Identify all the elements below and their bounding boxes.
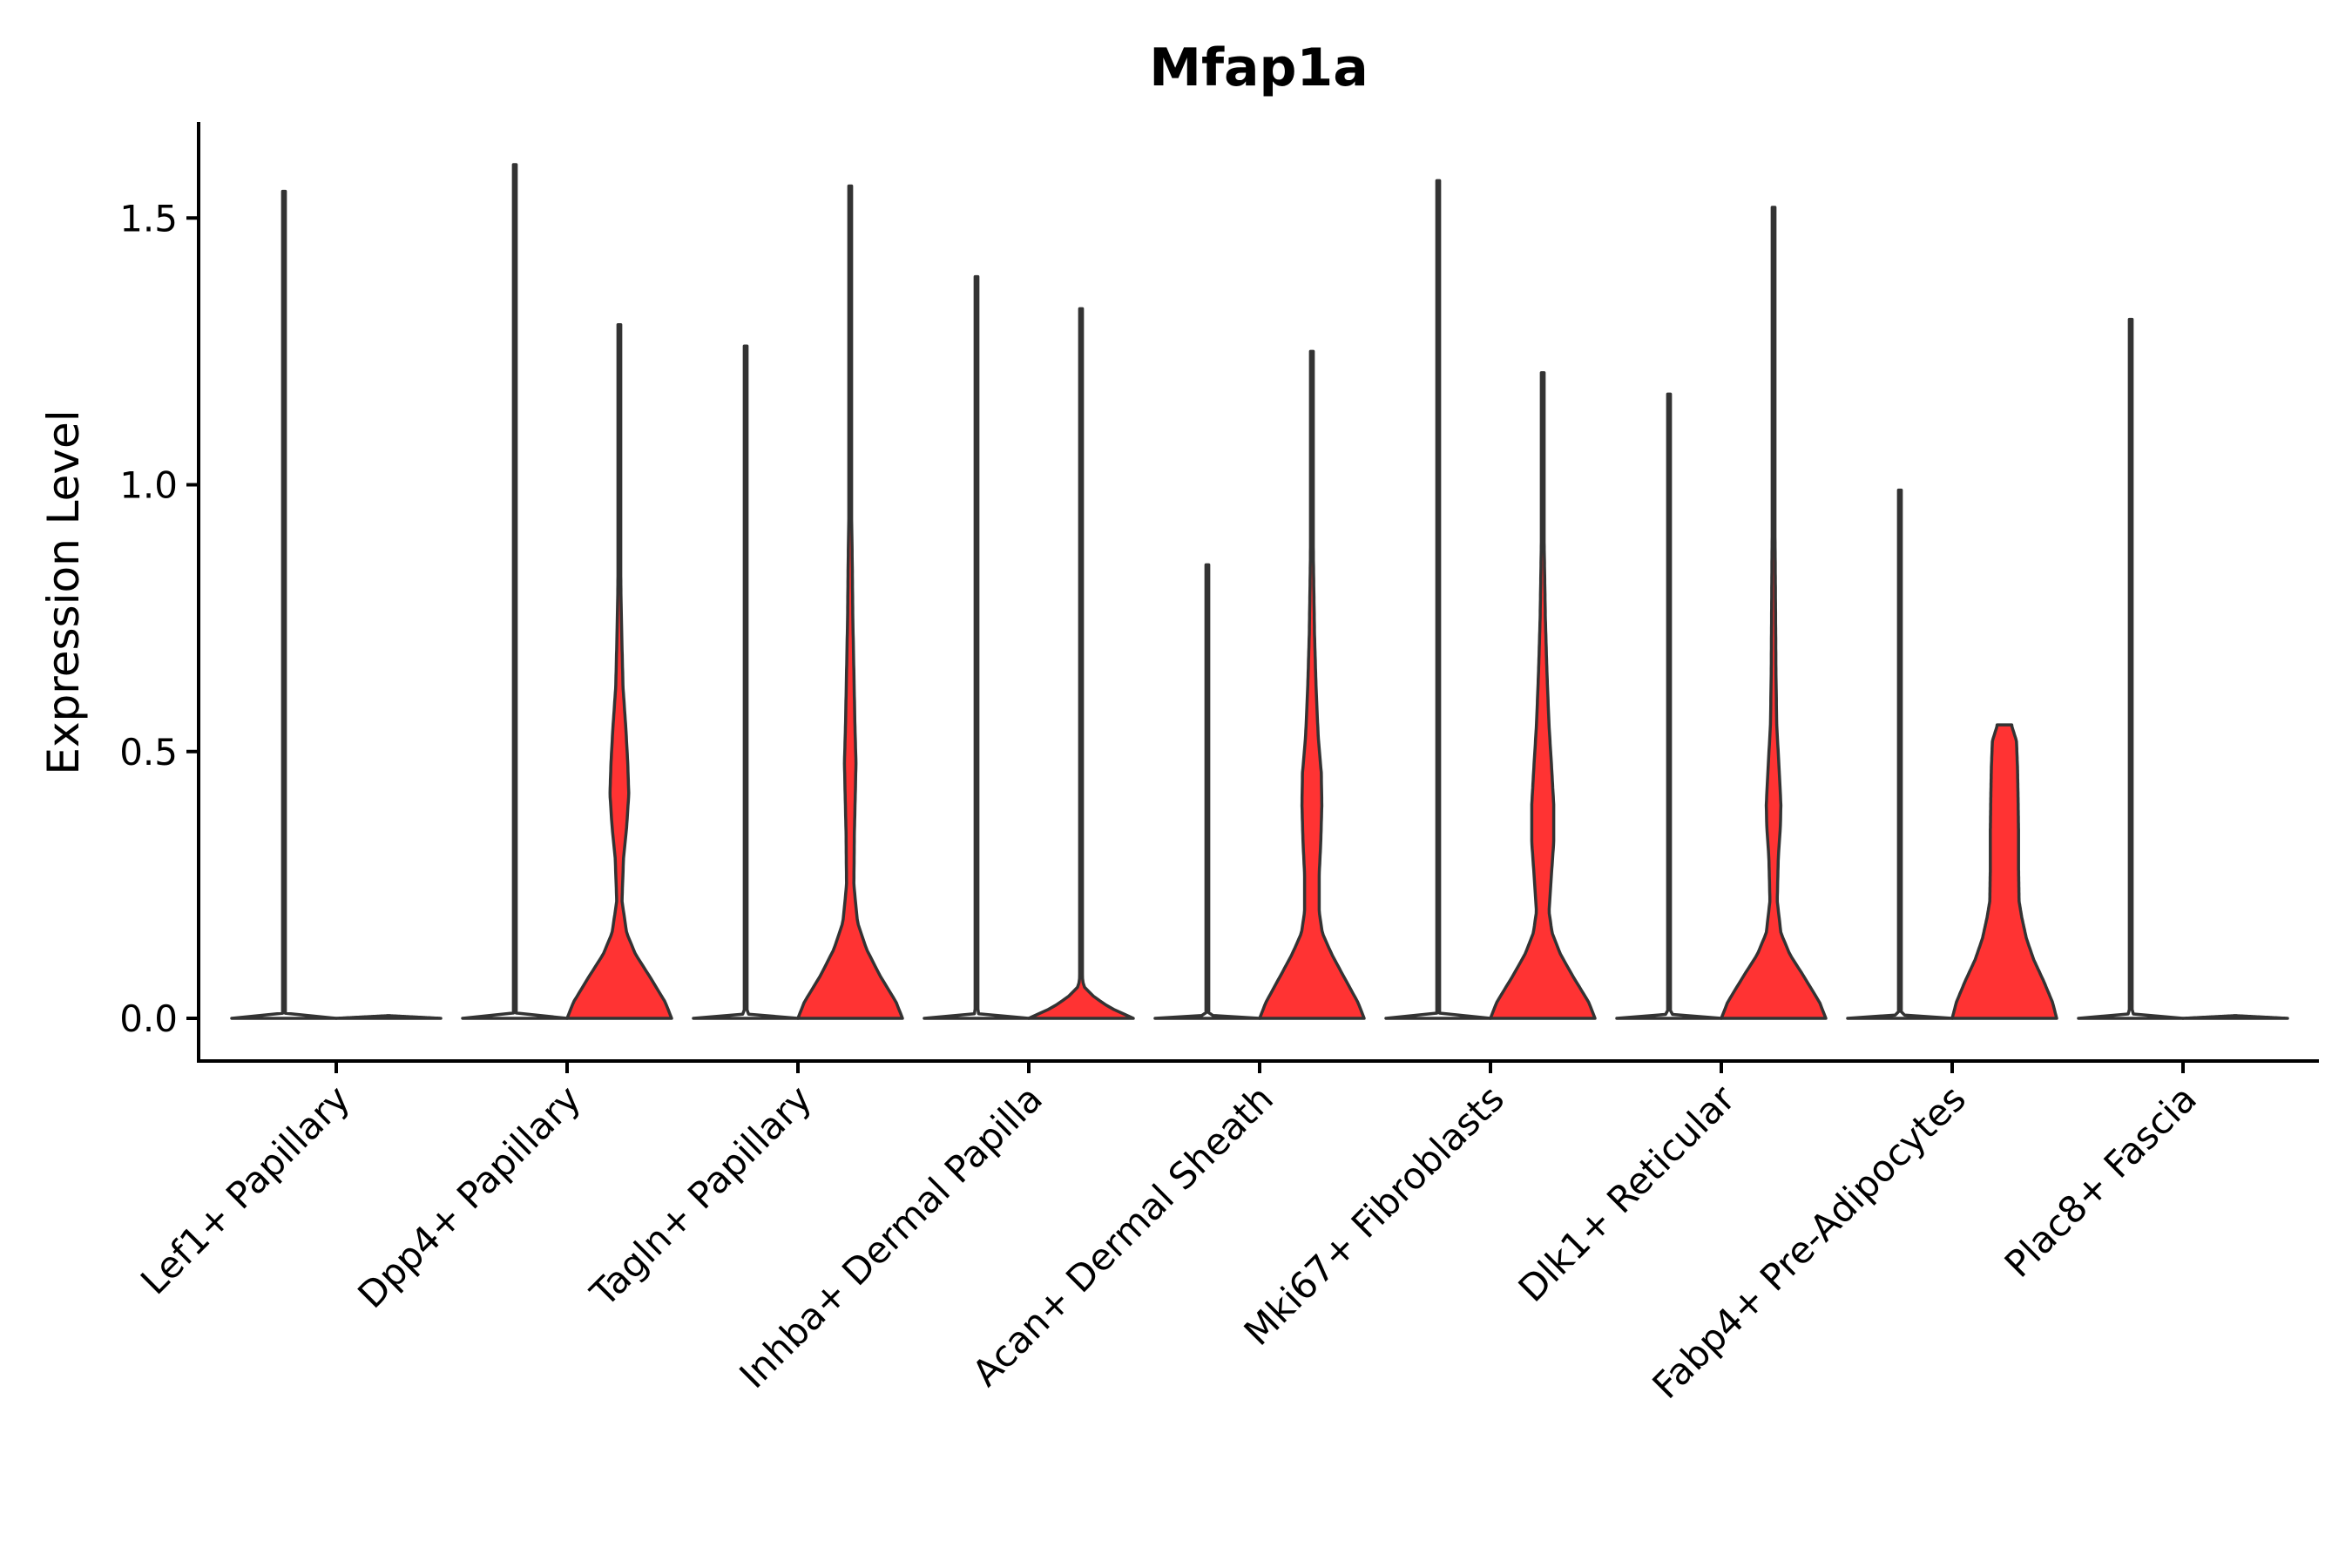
- violin-red-4: [1027, 307, 1135, 1020]
- chart-title: Mfap1a: [1149, 37, 1368, 98]
- violin-red-5: [1258, 349, 1366, 1020]
- x-tick-label: Plac8+ Fascia: [1997, 1077, 2205, 1285]
- y-tick-label: 0.0: [119, 997, 178, 1040]
- violin-red-1: [335, 1014, 443, 1020]
- violin-white-6: [1384, 179, 1492, 1020]
- x-tick-label: Lef1+ Papillary: [132, 1077, 358, 1302]
- x-tick-label: Tagln+ Papillary: [582, 1077, 820, 1315]
- violins-layer: [230, 163, 2289, 1020]
- violin-white-5: [1153, 563, 1261, 1020]
- violin-red-6: [1489, 371, 1597, 1020]
- violin-white-1: [230, 189, 338, 1020]
- violin-white-9: [2077, 317, 2185, 1020]
- y-tick-label: 1.5: [119, 197, 178, 240]
- violin-white-4: [923, 274, 1031, 1020]
- violin-white-3: [692, 344, 800, 1020]
- violin-white-8: [1846, 488, 1954, 1020]
- y-tick-label: 1.0: [119, 464, 178, 507]
- violin-red-9: [2181, 1014, 2289, 1020]
- x-tick-label: Dpp4+ Papillary: [349, 1077, 589, 1316]
- x-tick-label: Mki67+ Fibroblasts: [1236, 1077, 1512, 1353]
- violin-red-7: [1720, 206, 1828, 1020]
- violin-red-2: [565, 322, 673, 1020]
- violin-white-7: [1615, 392, 1723, 1020]
- violin-white-2: [461, 163, 569, 1020]
- x-tick-label: Dlk1+ Reticular: [1511, 1077, 1744, 1310]
- violin-red-3: [796, 184, 904, 1020]
- y-tick-label: 0.5: [119, 731, 178, 774]
- y-axis-title: Expression Level: [38, 409, 89, 774]
- violin-red-8: [1950, 723, 2058, 1020]
